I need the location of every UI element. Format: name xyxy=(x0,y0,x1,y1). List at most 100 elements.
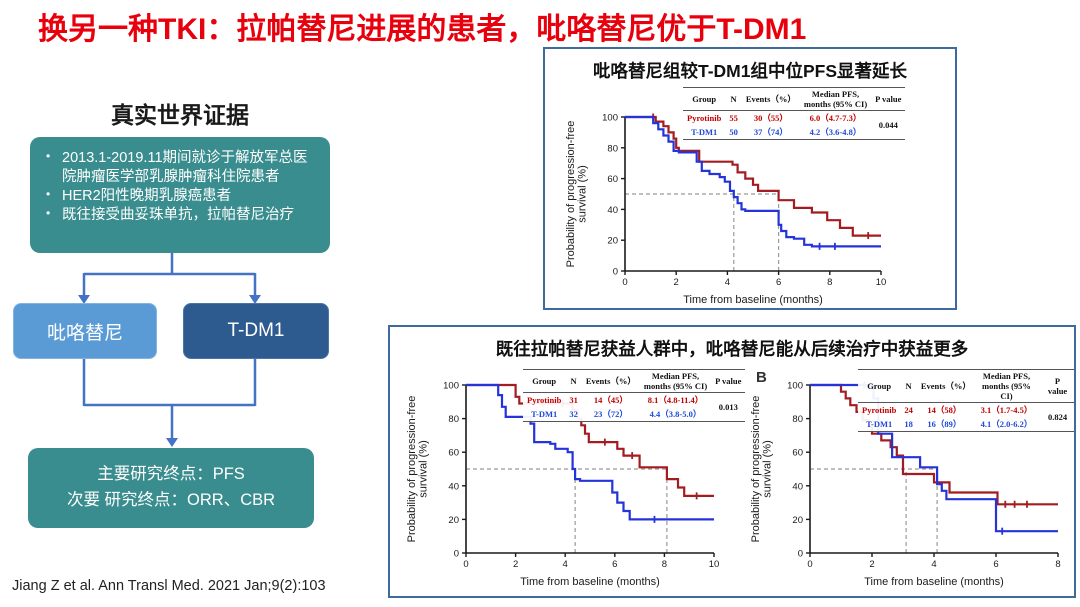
svg-text:Time from baseline (months): Time from baseline (months) xyxy=(520,576,660,588)
svg-text:Time from baseline (months): Time from baseline (months) xyxy=(683,294,823,306)
stats-header-cell: Median PFS, months (95% CI) xyxy=(639,369,712,393)
arm-box-pyrotinib: 吡咯替尼 xyxy=(13,303,157,359)
stats-header-cell: P value xyxy=(871,87,906,111)
stats-cell: Pyrotinib xyxy=(862,405,897,415)
stats-cell: 4.2（3.6-4.8） xyxy=(809,127,862,137)
svg-text:8: 8 xyxy=(827,277,832,288)
svg-text:4: 4 xyxy=(725,277,730,288)
svg-text:0: 0 xyxy=(807,559,812,570)
stats-cell: Pyrotinib xyxy=(687,113,722,123)
stats-cell: 23（72） xyxy=(593,409,628,419)
p-value-cell: 0.044 xyxy=(878,120,898,130)
stats-cell: 3.1（1.7-4.5） xyxy=(980,405,1033,415)
stats-header-cell: Median PFS, months (95% CI) xyxy=(971,369,1042,403)
svg-text:20: 20 xyxy=(607,236,618,247)
stats-table: Group N Events（%） Median PFS, months (95% C… xyxy=(683,87,906,140)
svg-text:80: 80 xyxy=(792,414,803,425)
svg-text:6: 6 xyxy=(612,559,617,570)
stats-header-cell: P value xyxy=(711,369,746,393)
svg-text:100: 100 xyxy=(443,381,459,392)
stats-header-cell: Median PFS, months (95% CI) xyxy=(799,87,872,111)
stats-header-cell: N xyxy=(725,87,742,111)
svg-text:6: 6 xyxy=(993,559,998,570)
stats-table-wrap: Group N Events（%） Median PFS, months (95% C… xyxy=(683,87,906,140)
stats-header-cell: Events（%） xyxy=(741,87,800,111)
endpoint-secondary: 次要 研究终点：ORR、CBR xyxy=(66,491,276,509)
svg-text:2: 2 xyxy=(513,559,518,570)
stats-cell: 31 xyxy=(569,395,578,405)
stats-header-cell: Group xyxy=(858,369,901,403)
svg-text:20: 20 xyxy=(448,515,459,526)
panel-lapatinib-subgroup: 既往拉帕替尼获益人群中，吡咯替尼能从后续治疗中获益更多 Group N Events… xyxy=(388,325,1076,598)
stats-cell: Pyrotinib xyxy=(527,395,562,405)
svg-text:2: 2 xyxy=(674,277,679,288)
arm-box-tdm1: T-DM1 xyxy=(183,303,329,359)
stats-header-cell: N xyxy=(900,369,917,403)
svg-text:100: 100 xyxy=(602,113,618,124)
stats-row: Pyrotinib 31 14（45） 8.1（4.8-11.4） 0.013 xyxy=(523,393,745,412)
stats-cell: 14（58） xyxy=(927,405,962,415)
stats-header-cell: P value xyxy=(1041,369,1074,403)
stats-cell: T-DM1 xyxy=(866,419,893,429)
stats-table-wrap: Group N Events（%） Median PFS, months (95% C… xyxy=(523,369,746,422)
svg-text:40: 40 xyxy=(792,481,803,492)
stats-table: Group N Events（%） Median PFS, months (95% C… xyxy=(523,369,746,422)
svg-text:40: 40 xyxy=(607,205,618,216)
svg-text:40: 40 xyxy=(448,481,459,492)
endpoint-primary: 主要研究终点：PFS xyxy=(97,465,245,484)
panel-title: 吡咯替尼组较T-DM1组中位PFS显著延长 xyxy=(592,61,908,81)
panel-label-b: B xyxy=(756,369,767,386)
stats-row: T-DM1 50 37（74） 4.2（3.6-4.8） xyxy=(683,125,905,140)
svg-text:Probability of progression-fre: Probability of progression-freesurvival … xyxy=(565,121,589,268)
stats-cell: 18 xyxy=(904,419,913,429)
svg-text:0: 0 xyxy=(463,559,468,570)
km-chart-overall: 0 2 4 6 8 10 0 20 40 60 80 100 Time from baseline (m… xyxy=(561,111,891,312)
criteria-box: 2013.1-2019.11期间就诊于解放军总医院肿瘤医学部乳腺肿瘤科住院患者 … xyxy=(30,137,330,253)
svg-text:100: 100 xyxy=(787,381,803,392)
p-value-cell: 0.824 xyxy=(1047,412,1068,422)
criteria-item: HER2阳性晚期乳腺癌患者 xyxy=(44,187,320,206)
svg-text:60: 60 xyxy=(607,174,618,185)
stats-row: T-DM1 18 16（89） 4.1（2.0-6.2） xyxy=(858,417,1074,432)
stats-cell: 37（74） xyxy=(753,127,788,137)
stats-cell: 6.0（4.7-7.3） xyxy=(809,113,862,123)
stats-cell: 8.1（4.8-11.4） xyxy=(647,395,704,405)
svg-text:0: 0 xyxy=(798,549,803,560)
stats-cell: 4.1（2.0-6.2） xyxy=(980,419,1033,429)
svg-text:0: 0 xyxy=(454,549,459,560)
svg-text:4: 4 xyxy=(563,559,568,570)
stats-header-cell: N xyxy=(565,369,582,393)
km-chart-subgroup-b: 0 2 4 6 8 0 20 40 60 80 100 Time from baseline (mon… xyxy=(746,379,1068,594)
arrowhead-icon xyxy=(166,438,178,447)
stats-table-wrap: Group N Events（%） Median PFS, months (95% C… xyxy=(858,369,1074,432)
stats-cell: T-DM1 xyxy=(531,409,558,419)
endpoints-box: 主要研究终点：PFS 次要 研究终点：ORR、CBR xyxy=(28,448,314,528)
svg-text:20: 20 xyxy=(792,515,803,526)
stats-cell: 16（89） xyxy=(927,419,962,429)
svg-text:80: 80 xyxy=(448,414,459,425)
stats-header-cell: Group xyxy=(523,369,566,393)
stats-cell: 30（55） xyxy=(753,113,788,123)
stats-cell: 55 xyxy=(729,113,738,123)
panel-pfs-overall: 吡咯替尼组较T-DM1组中位PFS显著延长 Group N Events（%） Med… xyxy=(543,47,957,310)
svg-text:6: 6 xyxy=(776,277,781,288)
stats-table: Group N Events（%） Median PFS, months (95% C… xyxy=(858,369,1074,432)
stats-cell: T-DM1 xyxy=(691,127,718,137)
svg-text:60: 60 xyxy=(792,448,803,459)
svg-text:60: 60 xyxy=(448,448,459,459)
flow-header: 真实世界证据 xyxy=(111,102,249,128)
stats-cell: 14（45） xyxy=(593,395,628,405)
criteria-item: 2013.1-2019.11期间就诊于解放军总医院肿瘤医学部乳腺肿瘤科住院患者 xyxy=(44,149,320,187)
citation: Jiang Z et al. Ann Transl Med. 2021 Jan;… xyxy=(12,578,326,594)
svg-text:2: 2 xyxy=(869,559,874,570)
panel-title: 既往拉帕替尼获益人群中，吡咯替尼能从后续治疗中获益更多 xyxy=(495,339,969,359)
stats-row: Pyrotinib 55 30（55） 6.0（4.7-7.3） 0.044 xyxy=(683,111,905,130)
stats-row: Pyrotinib 24 14（58） 3.1（1.7-4.5） 0.824 xyxy=(858,403,1074,422)
svg-text:0: 0 xyxy=(622,277,627,288)
criteria-item: 既往接受曲妥珠单抗，拉帕替尼治疗 xyxy=(44,206,320,225)
svg-text:4: 4 xyxy=(931,559,936,570)
